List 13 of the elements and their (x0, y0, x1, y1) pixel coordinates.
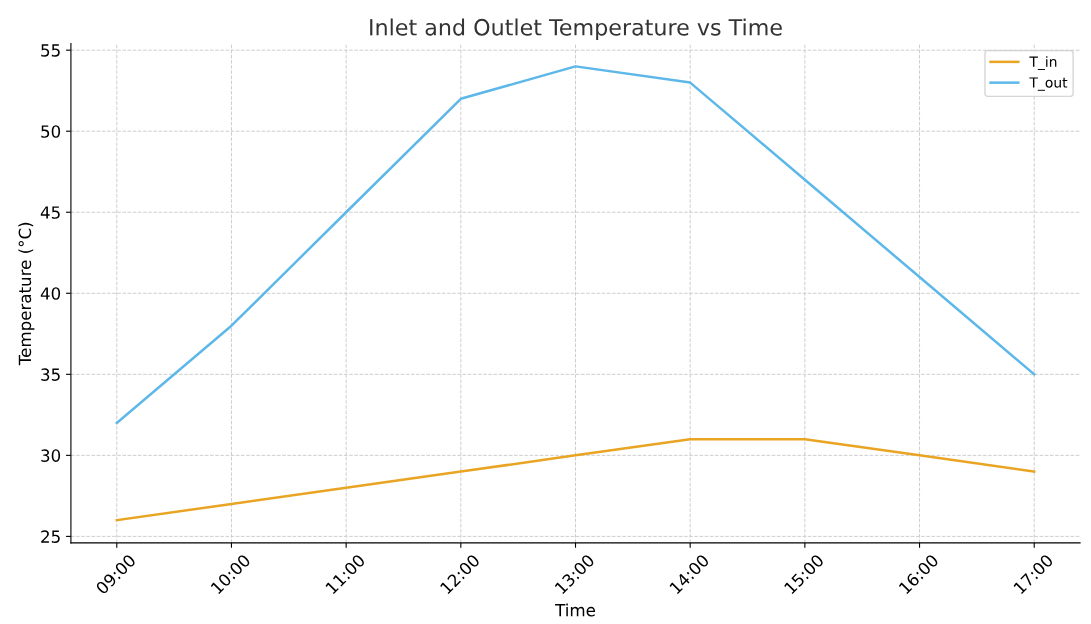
y-tick-label: 50 (41, 125, 61, 138)
x-axis-title: Time (555, 603, 596, 617)
y-tick-label: 35 (41, 368, 60, 381)
y-axis-title: Temperature (°C) (18, 222, 35, 366)
y-tick-label: 55 (41, 44, 60, 57)
chart-title: Inlet and Outlet Temperature vs Time (370, 18, 782, 40)
y-tick-label: 40 (40, 287, 61, 300)
legend-label: T_in (1029, 56, 1057, 71)
line-series (115, 437, 1036, 522)
legend-label: T_out (1029, 77, 1068, 91)
y-tick-label: 30 (41, 449, 61, 462)
y-tick-label: 25 (41, 530, 60, 543)
y-tick-label: 45 (40, 206, 60, 219)
